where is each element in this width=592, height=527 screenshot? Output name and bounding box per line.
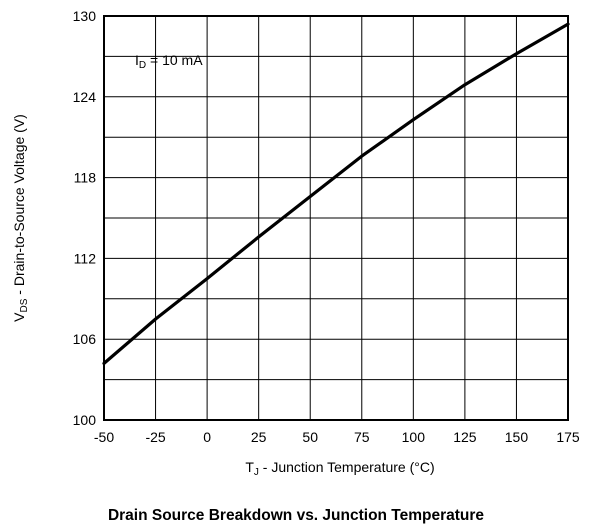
- y-tick-label: 112: [74, 250, 97, 266]
- x-tick-label: 125: [453, 429, 477, 445]
- x-axis-label-sub: J: [254, 467, 259, 478]
- y-axis-label: VDS - Drain-to-Source Voltage (V): [11, 114, 30, 322]
- chart-title: Drain Source Breakdown vs. Junction Temp…: [108, 507, 484, 524]
- x-tick-label: 75: [354, 429, 370, 445]
- y-axis-label-rest: - Drain-to-Source Voltage (V): [11, 114, 27, 298]
- y-axis-label-main: V: [11, 312, 27, 322]
- plot-frame: [103, 15, 569, 421]
- y-tick-label: 106: [73, 331, 97, 347]
- annotation-rest: = 10 mA: [146, 52, 203, 68]
- x-tick-label: -25: [145, 429, 165, 445]
- x-tick-label: 50: [302, 429, 318, 445]
- y-axis-label-sub: DS: [19, 298, 30, 312]
- grid: [103, 15, 569, 421]
- y-tick-label: 130: [73, 8, 97, 24]
- x-tick-labels: -50 -25 0 25 50 75 100 125 150 175: [94, 429, 580, 445]
- y-tick-label: 100: [73, 412, 97, 428]
- x-axis-label-main: T: [245, 459, 254, 475]
- x-tick-label: -50: [94, 429, 114, 445]
- y-tick-label: 118: [74, 170, 97, 186]
- x-axis-label-rest: - Junction Temperature (°C): [259, 459, 435, 475]
- x-tick-label: 150: [505, 429, 529, 445]
- annotation-sub: D: [139, 60, 146, 71]
- annotation-main: I: [135, 52, 139, 68]
- x-tick-label: 175: [556, 429, 580, 445]
- x-tick-label: 100: [402, 429, 426, 445]
- series-line: [102, 22, 570, 365]
- current-annotation: ID = 10 mA: [135, 52, 203, 71]
- y-tick-label: 124: [73, 89, 97, 105]
- y-tick-labels: 100 106 112 118 124 130: [73, 8, 97, 428]
- x-tick-label: 0: [203, 429, 211, 445]
- x-axis-label: TJ - Junction Temperature (°C): [245, 459, 434, 478]
- x-tick-label: 25: [251, 429, 267, 445]
